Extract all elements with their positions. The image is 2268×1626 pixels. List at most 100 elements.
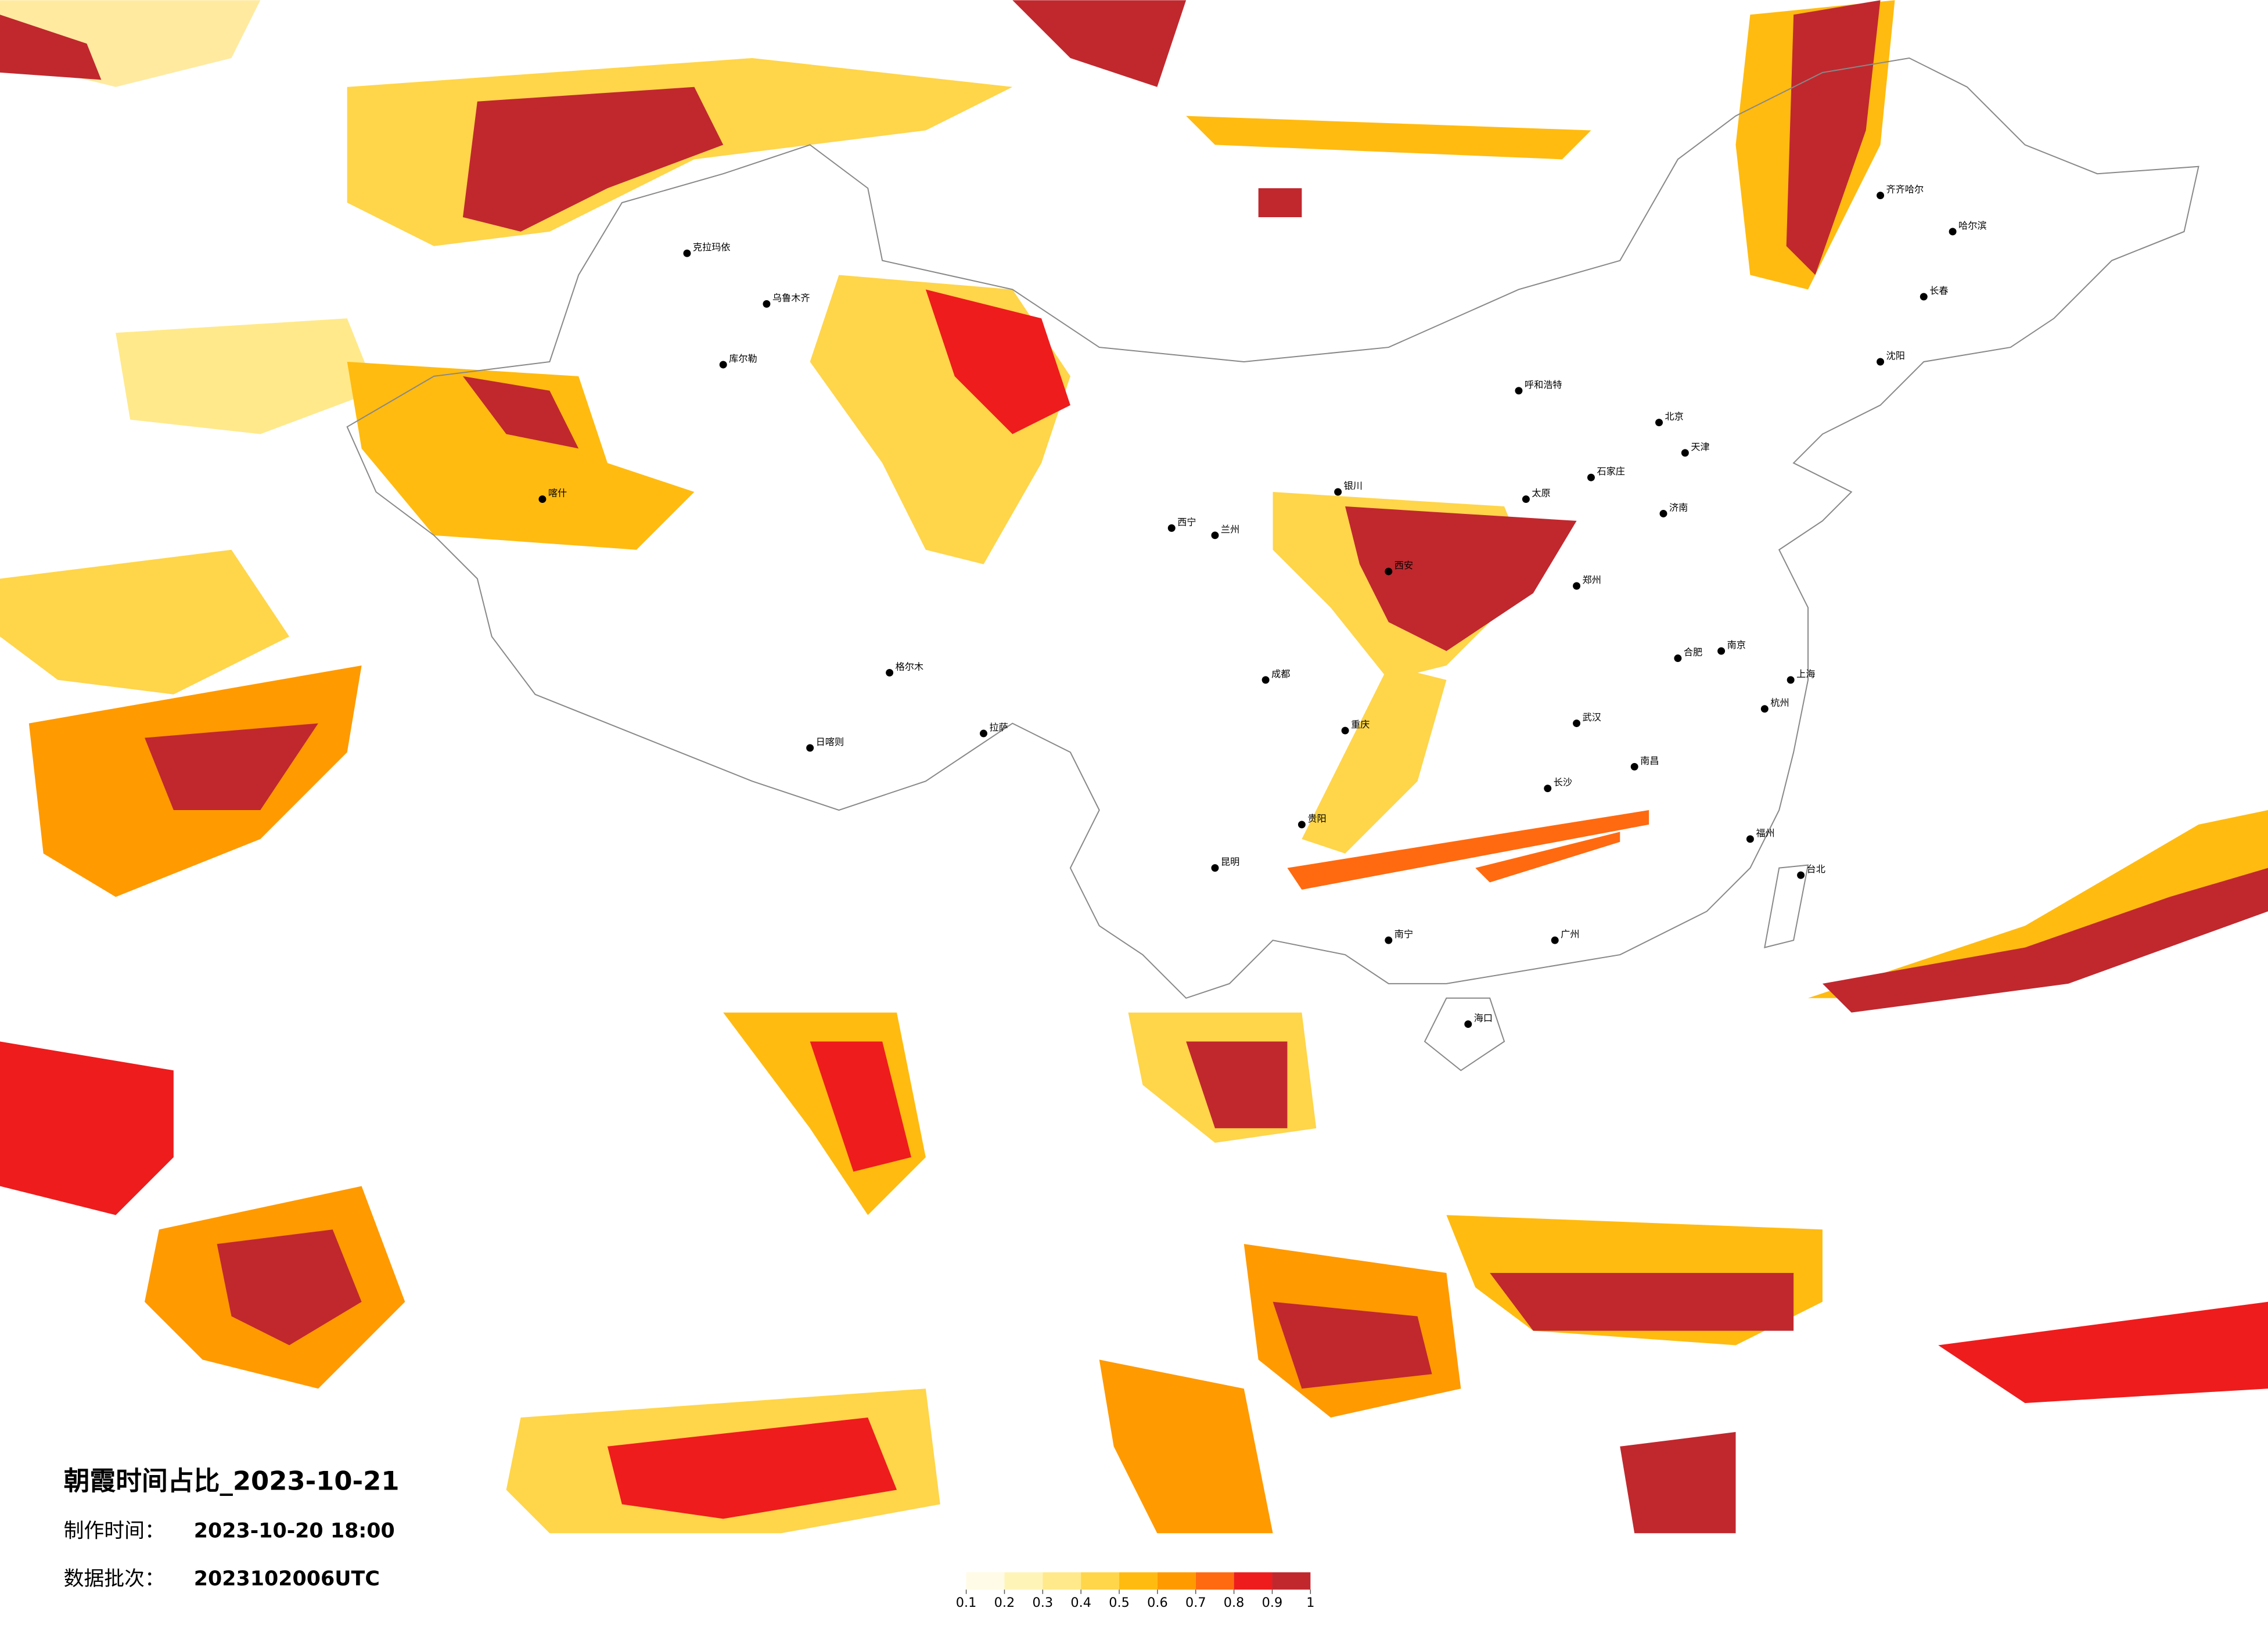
city-dot xyxy=(1659,510,1667,517)
legend-tick-label: 0.5 xyxy=(1109,1595,1130,1610)
city-label: 南昌 xyxy=(1640,755,1659,766)
city-dot xyxy=(1877,358,1885,366)
made-value: 2023-10-20 18:00 xyxy=(194,1520,395,1543)
city-dot xyxy=(1949,228,1957,236)
city-label: 日喀则 xyxy=(816,736,844,747)
legend-tick-label: 0.1 xyxy=(956,1595,977,1610)
legend: 0.1 0.2 0.3 0.4 0.5 0.6 0.7 0.8 0.9 1 xyxy=(956,1572,1314,1610)
city-dot xyxy=(1261,676,1270,684)
city-label: 格尔木 xyxy=(896,661,924,672)
city-label: 昆明 xyxy=(1221,857,1239,868)
island-outline xyxy=(1424,997,1505,1071)
city-label: 郑州 xyxy=(1583,574,1601,585)
legend-tick-label: 1 xyxy=(1306,1595,1314,1610)
city-label: 南京 xyxy=(1727,639,1746,650)
city-dot xyxy=(1385,936,1393,944)
city-dot xyxy=(538,495,547,503)
legend-tick-label: 0.6 xyxy=(1147,1595,1168,1610)
city-label: 拉萨 xyxy=(989,722,1008,733)
city-dot xyxy=(1385,567,1393,575)
city-dot xyxy=(1522,495,1530,503)
city-dot xyxy=(1674,654,1682,662)
legend-tick-label: 0.7 xyxy=(1185,1595,1206,1610)
legend-tick-label: 0.8 xyxy=(1224,1595,1245,1610)
city-label: 齐齐哈尔 xyxy=(1886,184,1924,195)
city-dot xyxy=(1797,871,1805,879)
city-label: 武汉 xyxy=(1583,712,1601,723)
city-label: 哈尔滨 xyxy=(1958,220,1987,231)
city-label: 重庆 xyxy=(1351,719,1370,730)
city-label: 杭州 xyxy=(1770,697,1789,708)
batch-label: 数据批次： xyxy=(64,1567,165,1591)
legend-swatch xyxy=(966,1572,1005,1590)
city-dot xyxy=(1573,720,1581,728)
city-dot xyxy=(1464,1020,1472,1028)
city-dot xyxy=(1167,524,1176,532)
city-dot xyxy=(683,249,691,257)
city-label: 太原 xyxy=(1532,488,1550,499)
city-dot xyxy=(1587,473,1595,481)
city-label: 石家庄 xyxy=(1597,466,1625,477)
legend-swatch xyxy=(1234,1572,1273,1590)
city-label: 北京 xyxy=(1665,411,1683,422)
city-dot xyxy=(1211,531,1219,539)
city-dot xyxy=(1341,726,1349,735)
legend-swatch xyxy=(1081,1572,1120,1590)
city-label: 乌鲁木齐 xyxy=(772,292,810,303)
legend-swatch xyxy=(1043,1572,1081,1590)
city-label: 西安 xyxy=(1394,560,1413,571)
city-label: 银川 xyxy=(1344,480,1363,491)
city-label: 海口 xyxy=(1474,1013,1493,1024)
city-dot xyxy=(1211,864,1219,872)
city-label: 西宁 xyxy=(1177,516,1196,527)
legend-swatch xyxy=(1272,1572,1311,1590)
city-label: 兰州 xyxy=(1221,524,1239,535)
city-label: 库尔勒 xyxy=(729,353,757,364)
city-label: 长春 xyxy=(1929,285,1948,296)
city-dot xyxy=(1746,835,1754,843)
city-label: 沈阳 xyxy=(1886,350,1905,361)
legend-swatch xyxy=(1195,1572,1234,1590)
country-outline xyxy=(346,57,2199,999)
city-label: 长沙 xyxy=(1554,777,1572,788)
city-dot xyxy=(886,668,894,677)
city-dot xyxy=(1681,449,1689,457)
city-label: 合肥 xyxy=(1684,647,1702,658)
legend-tick-label: 0.3 xyxy=(1033,1595,1054,1610)
city-dot xyxy=(1877,192,1885,200)
city-label: 济南 xyxy=(1669,502,1688,513)
city-dot xyxy=(763,300,771,308)
city-dot xyxy=(1515,387,1523,395)
city-label: 呼和浩特 xyxy=(1525,379,1562,390)
city-label: 喀什 xyxy=(548,488,567,499)
city-label: 南宁 xyxy=(1394,929,1413,940)
city-dot xyxy=(1787,676,1795,684)
city-label: 上海 xyxy=(1796,668,1815,679)
city-dot xyxy=(1717,647,1726,655)
island-outline xyxy=(1764,864,1809,948)
city-dot xyxy=(1551,936,1559,944)
city-dot xyxy=(1760,705,1769,713)
city-dot xyxy=(1334,488,1342,496)
city-label: 福州 xyxy=(1756,828,1774,839)
batch-value: 2023102006UTC xyxy=(194,1567,380,1591)
city-label: 台北 xyxy=(1807,864,1825,875)
city-dot xyxy=(980,729,987,738)
legend-tick-label: 0.4 xyxy=(1070,1595,1091,1610)
city-dot xyxy=(1573,582,1581,590)
city-dot xyxy=(1920,293,1928,301)
city-dot xyxy=(1544,785,1552,793)
city-dot xyxy=(719,361,727,369)
legend-swatch xyxy=(1004,1572,1043,1590)
city-dot xyxy=(1655,419,1663,427)
city-label: 天津 xyxy=(1691,441,1709,452)
legend-swatch xyxy=(1157,1572,1196,1590)
city-label: 克拉玛依 xyxy=(693,242,731,253)
city-label: 成都 xyxy=(1271,668,1290,679)
city-dot xyxy=(1297,821,1306,829)
title: 朝霞时间占比_2023-10-21 xyxy=(64,1466,400,1497)
